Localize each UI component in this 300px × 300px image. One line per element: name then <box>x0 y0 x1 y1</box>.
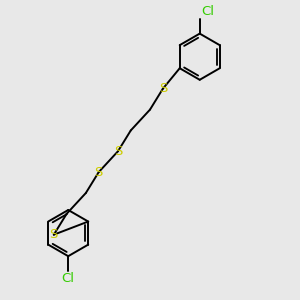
Text: S: S <box>114 145 122 158</box>
Text: S: S <box>50 228 58 241</box>
Text: S: S <box>94 166 103 178</box>
Text: Cl: Cl <box>201 4 214 18</box>
Text: S: S <box>159 82 167 95</box>
Text: Cl: Cl <box>62 272 75 285</box>
